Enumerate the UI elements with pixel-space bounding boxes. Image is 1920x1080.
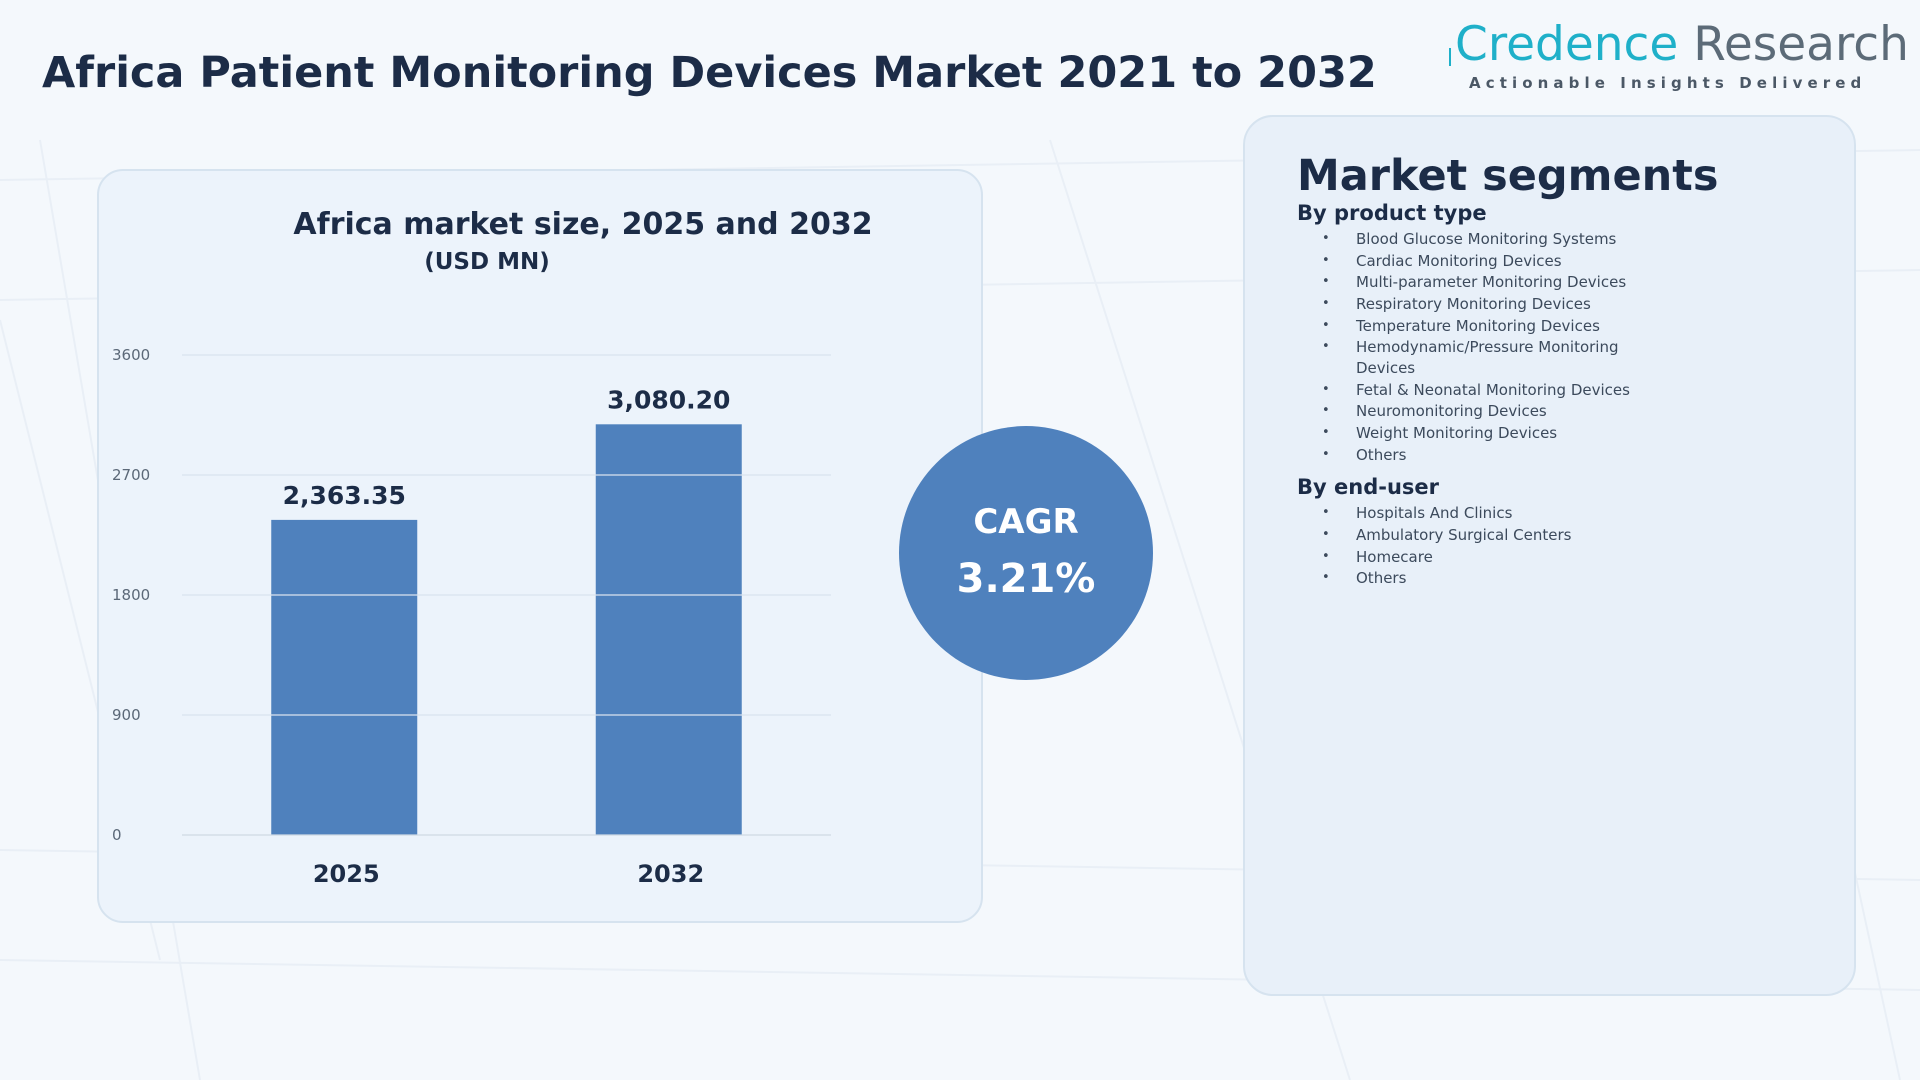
bar-value-label: 3,080.20 — [607, 385, 730, 414]
segment-item: Neuromonitoring Devices — [1322, 401, 1676, 422]
segment-item: Hospitals And Clinics — [1322, 503, 1676, 524]
brand-name: Credence Research — [1455, 17, 1909, 72]
segment-list-end-user: Hospitals And Clinics Ambulatory Surgica… — [1297, 503, 1676, 589]
y-tick-label: 0 — [112, 826, 122, 844]
segment-list-product-type: Blood Glucose Monitoring Systems Cardiac… — [1297, 229, 1676, 465]
page-title: Africa Patient Monitoring Devices Market… — [42, 48, 1377, 98]
segment-item: Homecare — [1322, 547, 1676, 568]
segment-item: Multi-parameter Monitoring Devices — [1322, 272, 1676, 293]
segment-item: Fetal & Neonatal Monitoring Devices — [1322, 380, 1676, 401]
segments-body: By product type Blood Glucose Monitoring… — [1297, 199, 1817, 597]
segment-item: Others — [1322, 445, 1676, 466]
segment-item: Ambulatory Surgical Centers — [1322, 525, 1676, 546]
segment-heading-product-type: By product type — [1297, 201, 1487, 225]
segment-item: Weight Monitoring Devices — [1322, 423, 1676, 444]
bar-2032 — [595, 424, 742, 835]
brand-logo: Credence Research Actionable Insights De… — [1449, 17, 1909, 92]
segment-item: Temperature Monitoring Devices — [1322, 316, 1676, 337]
x-tick-label: 2032 — [637, 860, 704, 888]
brand-name-part1: Credence — [1455, 17, 1679, 72]
brand-tagline: Actionable Insights Delivered — [1469, 74, 1867, 92]
y-tick-label: 900 — [112, 706, 141, 724]
bar-value-label: 2,363.35 — [283, 481, 406, 510]
segment-item: Cardiac Monitoring Devices — [1322, 251, 1676, 272]
segment-item: Hemodynamic/Pressure Monitoring Devices — [1322, 337, 1676, 378]
chart-title: Africa market size, 2025 and 2032 — [293, 207, 873, 242]
brand-mark — [1449, 48, 1451, 66]
segments-title: Market segments — [1297, 151, 1719, 201]
chart-card: Africa market size, 2025 and 2032 (USD M… — [97, 169, 983, 923]
segment-heading-end-user: By end-user — [1297, 475, 1439, 500]
cagr-value: 3.21% — [956, 556, 1096, 602]
cagr-label: CAGR — [973, 502, 1079, 542]
x-tick-label: 2025 — [313, 860, 380, 888]
y-tick-label: 2700 — [112, 466, 150, 484]
segments-card: Market segments By product type Blood Gl… — [1243, 115, 1856, 996]
cagr-badge: CAGR 3.21% — [899, 426, 1153, 680]
chart-subtitle: (USD MN) — [424, 249, 550, 275]
brand-name-part2: Research — [1693, 17, 1909, 72]
y-tick-label: 1800 — [112, 586, 150, 604]
segment-item: Others — [1322, 568, 1676, 589]
bar-chart: 2,363.35 2025 3,080.20 2032 0 900 1800 2700 3600 — [112, 346, 831, 888]
segment-item: Blood Glucose Monitoring Systems — [1322, 229, 1676, 250]
segment-item: Respiratory Monitoring Devices — [1322, 294, 1676, 315]
y-tick-label: 3600 — [112, 346, 150, 364]
bar-2025 — [271, 519, 418, 835]
